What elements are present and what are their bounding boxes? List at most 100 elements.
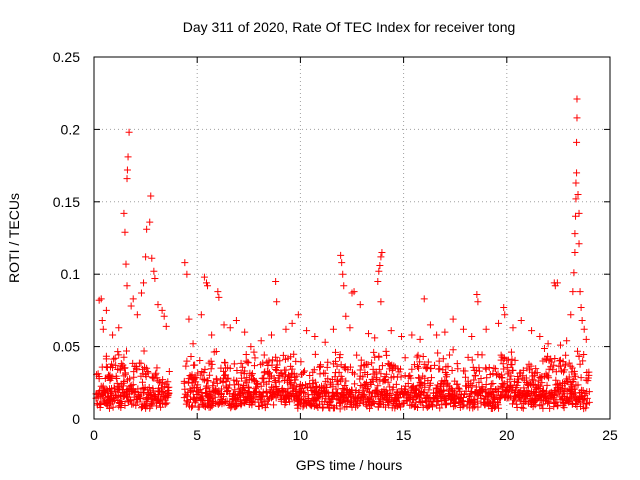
roti-point-band <box>431 361 439 369</box>
roti-point-band <box>208 360 216 368</box>
roti-point-band <box>252 385 260 393</box>
roti-point <box>567 311 575 319</box>
roti-point-band <box>183 397 191 405</box>
roti-point-band <box>338 399 346 407</box>
roti-point <box>416 335 424 343</box>
roti-point <box>202 279 210 287</box>
roti-point-band <box>254 380 262 388</box>
roti-point-band <box>449 346 457 354</box>
roti-point-band <box>195 387 203 395</box>
roti-point <box>150 267 158 275</box>
roti-point-band <box>428 403 436 411</box>
roti-point <box>449 315 457 323</box>
roti-point-band <box>230 381 238 389</box>
roti-point-band <box>404 380 412 388</box>
roti-point-band <box>323 363 331 371</box>
roti-point-band <box>290 350 298 358</box>
roti-point <box>121 228 129 236</box>
roti-point-band <box>288 365 296 373</box>
y-tick-label: 0.15 <box>53 194 80 210</box>
roti-point-band <box>257 382 265 390</box>
roti-point-band <box>397 403 405 411</box>
roti-point-band <box>334 376 342 384</box>
roti-point-band <box>143 397 151 405</box>
roti-point-band <box>482 365 490 373</box>
roti-point-band <box>416 358 424 366</box>
roti-point-band <box>110 355 118 363</box>
grid-layer <box>94 57 610 419</box>
roti-point-band <box>537 374 545 382</box>
roti-point <box>576 288 584 296</box>
roti-point-band <box>200 369 208 377</box>
roti-point-band <box>102 355 110 363</box>
roti-point <box>482 325 490 333</box>
roti-point-band <box>213 379 221 387</box>
roti-point <box>570 269 578 277</box>
chart-title: Day 311 of 2020, Rate Of TEC Index for r… <box>183 19 516 35</box>
roti-point <box>148 254 156 262</box>
roti-point-band <box>319 404 327 412</box>
roti-point-band <box>567 394 575 402</box>
roti-point-band <box>301 389 309 397</box>
roti-point-band <box>426 379 434 387</box>
roti-point-band <box>424 358 432 366</box>
y-tick-label: 0.2 <box>61 121 81 137</box>
roti-point-band <box>549 366 557 374</box>
roti-point-band <box>332 385 340 393</box>
roti-point-band <box>440 387 448 395</box>
roti-point-band <box>436 383 444 391</box>
roti-point-band <box>137 359 145 367</box>
roti-point-band <box>413 353 421 361</box>
roti-point <box>569 288 577 296</box>
roti-point-band <box>225 384 233 392</box>
roti-point-band <box>155 384 162 392</box>
roti-point-band <box>120 372 128 380</box>
roti-point-band <box>99 382 107 390</box>
roti-point-band <box>248 370 256 378</box>
roti-point-band <box>183 357 191 365</box>
roti-point-band <box>163 399 171 407</box>
roti-point-band <box>487 380 495 388</box>
roti-point-band <box>165 383 173 391</box>
roti-point <box>257 337 265 345</box>
roti-point-band <box>149 399 157 407</box>
roti-point-band <box>212 348 220 355</box>
roti-point-band <box>454 384 462 392</box>
roti-point-band <box>375 365 383 373</box>
roti-point-band <box>269 383 277 391</box>
roti-point-band <box>294 404 302 412</box>
roti-point-band <box>343 403 351 411</box>
roti-point-band <box>562 351 570 359</box>
roti-point-band <box>281 371 289 379</box>
roti-point-band <box>259 392 267 400</box>
roti-point-band <box>180 379 188 387</box>
roti-point-band <box>518 403 526 411</box>
roti-point-band <box>407 374 415 382</box>
roti-point-band <box>153 364 161 372</box>
roti-point-band <box>120 353 128 361</box>
roti-point-band <box>546 404 554 412</box>
roti-point-band <box>165 368 173 376</box>
roti-point <box>311 332 319 340</box>
roti-point-band <box>333 362 341 370</box>
roti-point-band <box>580 351 588 359</box>
roti-point-band <box>547 355 555 363</box>
roti-point-band <box>265 378 273 386</box>
roti-point-band <box>490 404 498 412</box>
roti-point <box>572 179 580 187</box>
roti-point-band <box>346 363 354 371</box>
roti-point <box>143 225 151 233</box>
plot-frame <box>93 56 611 420</box>
roti-point-band <box>422 363 430 371</box>
roti-point-band <box>201 365 209 373</box>
roti-point-band <box>114 348 122 356</box>
roti-point <box>232 317 240 325</box>
roti-point-band <box>233 366 241 374</box>
roti-point-band <box>475 378 483 386</box>
roti-point-band <box>436 404 444 412</box>
roti-point-band <box>370 348 378 356</box>
roti-point <box>468 332 476 340</box>
roti-point <box>120 209 128 217</box>
roti-point-band <box>282 366 290 374</box>
roti-point-band <box>230 360 238 368</box>
